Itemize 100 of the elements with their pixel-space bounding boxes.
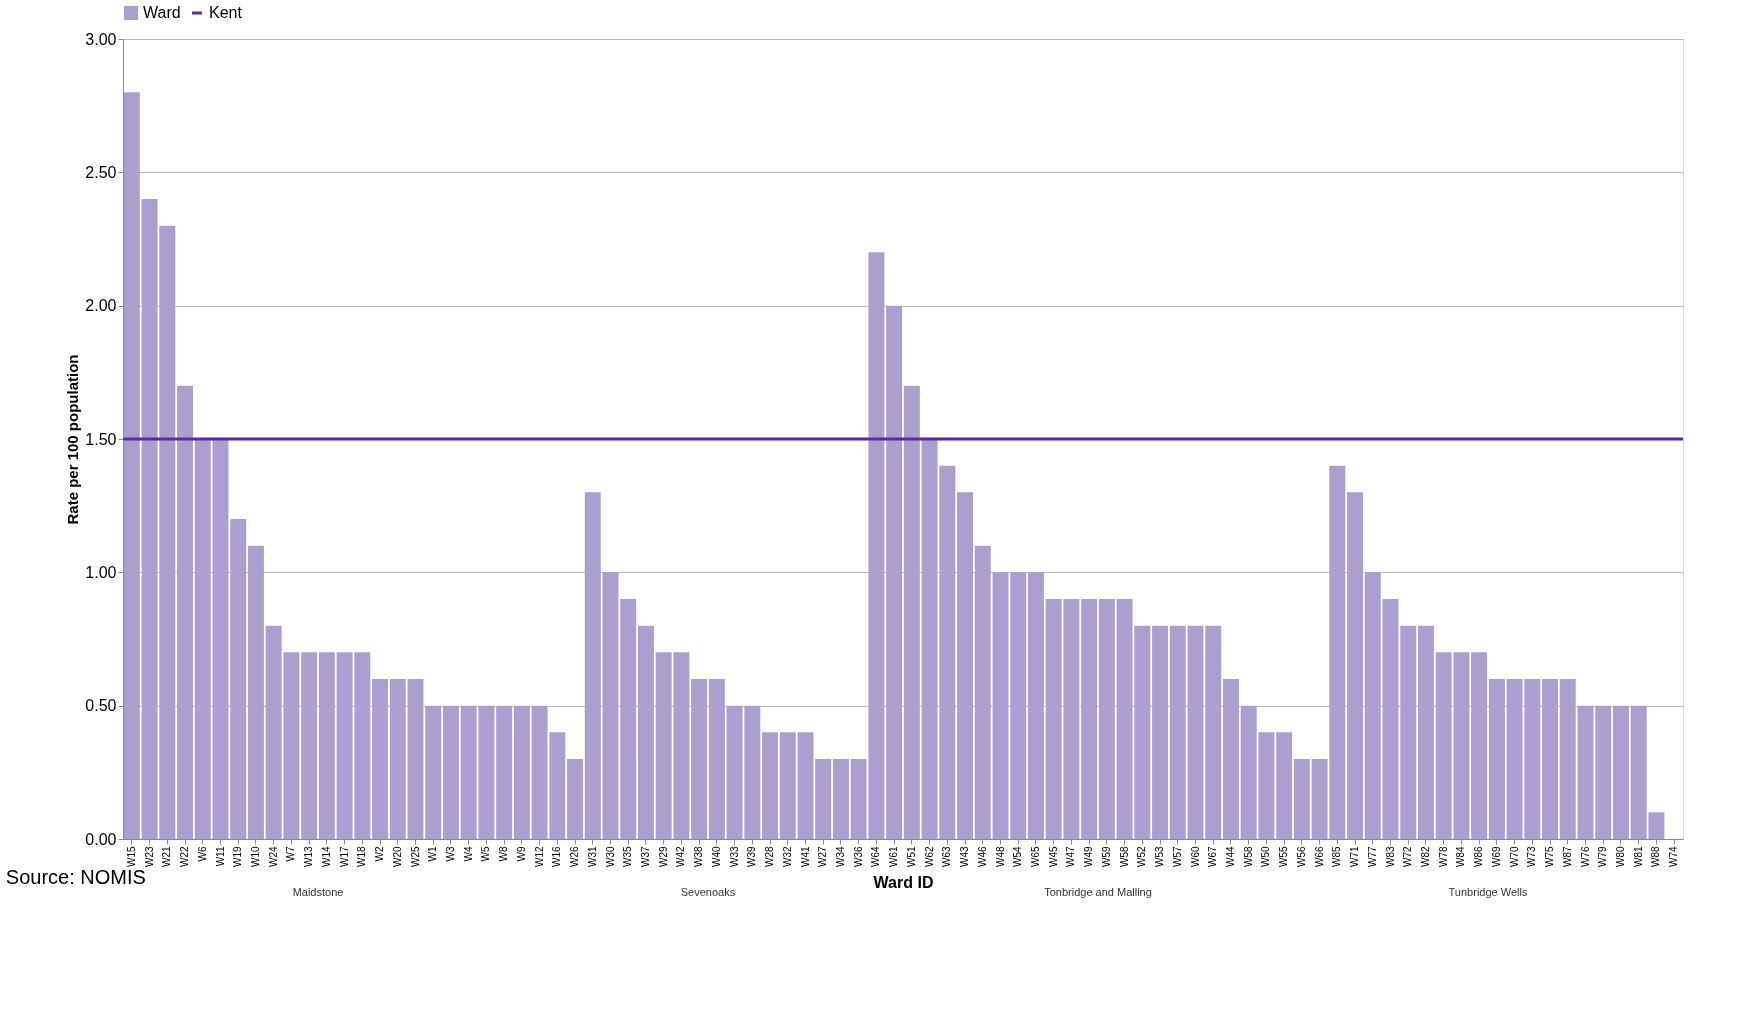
x-tick-label: W24 (267, 846, 279, 868)
x-tick-label: W66 (1313, 846, 1325, 868)
x-tick-label: W62 (923, 846, 935, 868)
x-tick-label: W36 (852, 846, 864, 868)
x-tick-label: W2 (374, 846, 386, 862)
bar (957, 492, 974, 839)
x-tick-label: W65 (1029, 846, 1041, 868)
bar (1542, 679, 1559, 839)
y-tick-label: 3.00 (85, 30, 117, 48)
bar (886, 305, 903, 839)
x-tick-label: W33 (728, 846, 740, 868)
x-tick-label: W87 (1561, 846, 1573, 868)
x-tick-label: W15 (125, 846, 137, 868)
x-tick-label: W44 (1224, 846, 1236, 868)
bar (832, 759, 849, 839)
x-tick-label: W3 (444, 846, 456, 862)
y-tick-label: 0.00 (85, 830, 117, 848)
text: Tunbridge Wells (1448, 886, 1528, 898)
x-tick-label: W42 (675, 846, 687, 868)
x-tick-label: W11 (214, 846, 226, 867)
x-tick-label: W26 (569, 846, 581, 868)
x-tick-label: W51 (905, 846, 917, 868)
x-tick-label: W10 (249, 846, 261, 868)
x-tick-label: W5 (480, 846, 492, 862)
y-tick-label: 1.00 (85, 563, 117, 581)
x-tick-label: W41 (799, 846, 811, 868)
x-tick-label: W35 (622, 846, 634, 868)
bar (1471, 652, 1488, 839)
bar (992, 572, 1009, 839)
x-axis-title: Ward ID (873, 874, 934, 892)
bar (1347, 492, 1364, 839)
x-tick-label: W58 (1118, 846, 1130, 868)
bar (496, 705, 513, 839)
x-tick-label: W80 (1614, 846, 1626, 868)
bar (372, 679, 389, 839)
x-tick-label: W59 (1100, 846, 1112, 868)
x-tick-label: W75 (1544, 846, 1556, 868)
bar (247, 545, 264, 839)
bar (779, 732, 796, 839)
x-tick-label: W39 (746, 846, 758, 868)
bar (1276, 732, 1293, 839)
bar (762, 732, 779, 839)
x-tick-label: W60 (1189, 846, 1201, 868)
bar (1577, 705, 1594, 839)
x-tick-label: W25 (409, 846, 421, 868)
bar (1222, 679, 1239, 839)
x-tick-label: W81 (1632, 846, 1644, 868)
bar (1382, 599, 1399, 839)
bar (1417, 625, 1434, 839)
x-tick-label: W43 (959, 846, 971, 868)
x-tick-label: W20 (391, 846, 403, 868)
y-tick-label: 1.50 (85, 430, 117, 448)
bar (318, 652, 335, 839)
bar (567, 759, 584, 839)
x-tick-label: W19 (232, 846, 244, 868)
x-tick-label: W1 (427, 846, 439, 862)
bar (1187, 625, 1204, 839)
x-tick-label: W56 (1295, 846, 1307, 868)
x-tick-label: W28 (764, 846, 776, 868)
bar (1169, 625, 1186, 839)
bar (177, 385, 194, 839)
x-tick-label: W52 (1136, 846, 1148, 868)
bar (389, 679, 406, 839)
bar (1010, 572, 1027, 839)
x-tick-label: W57 (1171, 846, 1183, 868)
x-tick-label: W88 (1650, 846, 1662, 868)
bar (301, 652, 318, 839)
x-tick-label: W13 (303, 846, 315, 868)
x-tick-label: W49 (1083, 846, 1095, 868)
x-tick-label: W6 (196, 846, 208, 862)
bar (1488, 679, 1505, 839)
x-tick-label: W17 (338, 846, 350, 868)
bar (230, 519, 247, 839)
text: Maidstone (292, 886, 344, 898)
x-tick-label: W74 (1668, 846, 1680, 868)
bar (1364, 572, 1381, 839)
bar (1098, 599, 1115, 839)
x-tick-label: W70 (1508, 846, 1520, 868)
x-tick-label: W32 (781, 846, 793, 868)
x-tick-label: W85 (1331, 846, 1343, 868)
x-tick-label: W23 (143, 846, 155, 868)
x-tick-label: W50 (1260, 846, 1272, 868)
y-tick-label: 0.50 (85, 697, 117, 715)
x-tick-label: W8 (498, 846, 510, 862)
x-tick-label: W48 (994, 846, 1006, 868)
bar (903, 385, 920, 839)
x-tick-label: W64 (870, 846, 882, 868)
x-tick-label: W40 (710, 846, 722, 868)
bar (513, 705, 530, 839)
x-tick-label: W30 (604, 846, 616, 868)
bar (974, 545, 991, 839)
bar (691, 679, 708, 839)
x-tick-label: W21 (161, 846, 173, 868)
x-tick-label: W73 (1526, 846, 1538, 868)
x-tick-label: W34 (834, 846, 846, 868)
x-tick-label: W69 (1490, 846, 1502, 868)
x-tick-label: W72 (1402, 846, 1414, 868)
bar (797, 732, 814, 839)
x-tick-label: W38 (693, 846, 705, 868)
bar (1595, 705, 1612, 839)
